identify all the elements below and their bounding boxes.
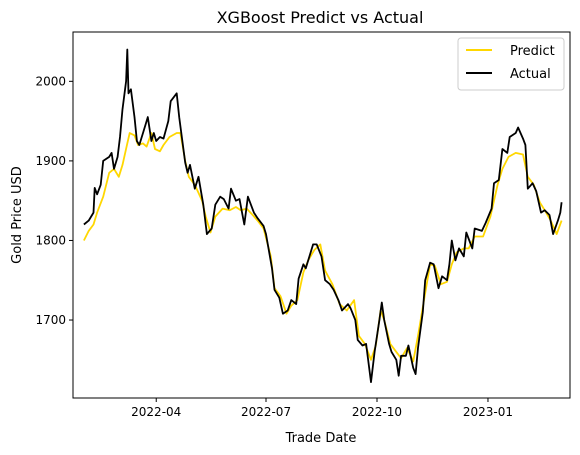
x-axis-label: Trade Date bbox=[285, 431, 357, 446]
y-tick-label: 1900 bbox=[35, 154, 66, 168]
y-axis-label: Gold Price USD bbox=[10, 166, 25, 264]
x-tick-label: 2022-04 bbox=[131, 405, 181, 419]
y-tick-label: 1800 bbox=[35, 233, 66, 247]
series-line-predict bbox=[83, 132, 563, 363]
y-tick-label: 2000 bbox=[35, 74, 66, 88]
y-tick-label: 1700 bbox=[35, 313, 66, 327]
x-tick-label: 2022-07 bbox=[241, 405, 291, 419]
axes-frame bbox=[72, 31, 571, 399]
x-tick-label: 2022-10 bbox=[352, 405, 402, 419]
y-axis-ticks: 1700 1800 1900 2000 bbox=[35, 74, 73, 327]
plot-series bbox=[83, 48, 563, 384]
chart-title: XGBoost Predict vs Actual bbox=[217, 8, 424, 27]
legend-predict-label: Predict bbox=[510, 44, 555, 59]
x-tick-label: 2023-01 bbox=[463, 405, 513, 419]
x-axis-ticks: 2022-04 2022-07 2022-10 2023-01 bbox=[131, 398, 513, 419]
legend-actual-label: Actual bbox=[510, 67, 551, 82]
series-line-actual bbox=[83, 48, 563, 384]
legend: Predict Actual bbox=[457, 37, 565, 91]
